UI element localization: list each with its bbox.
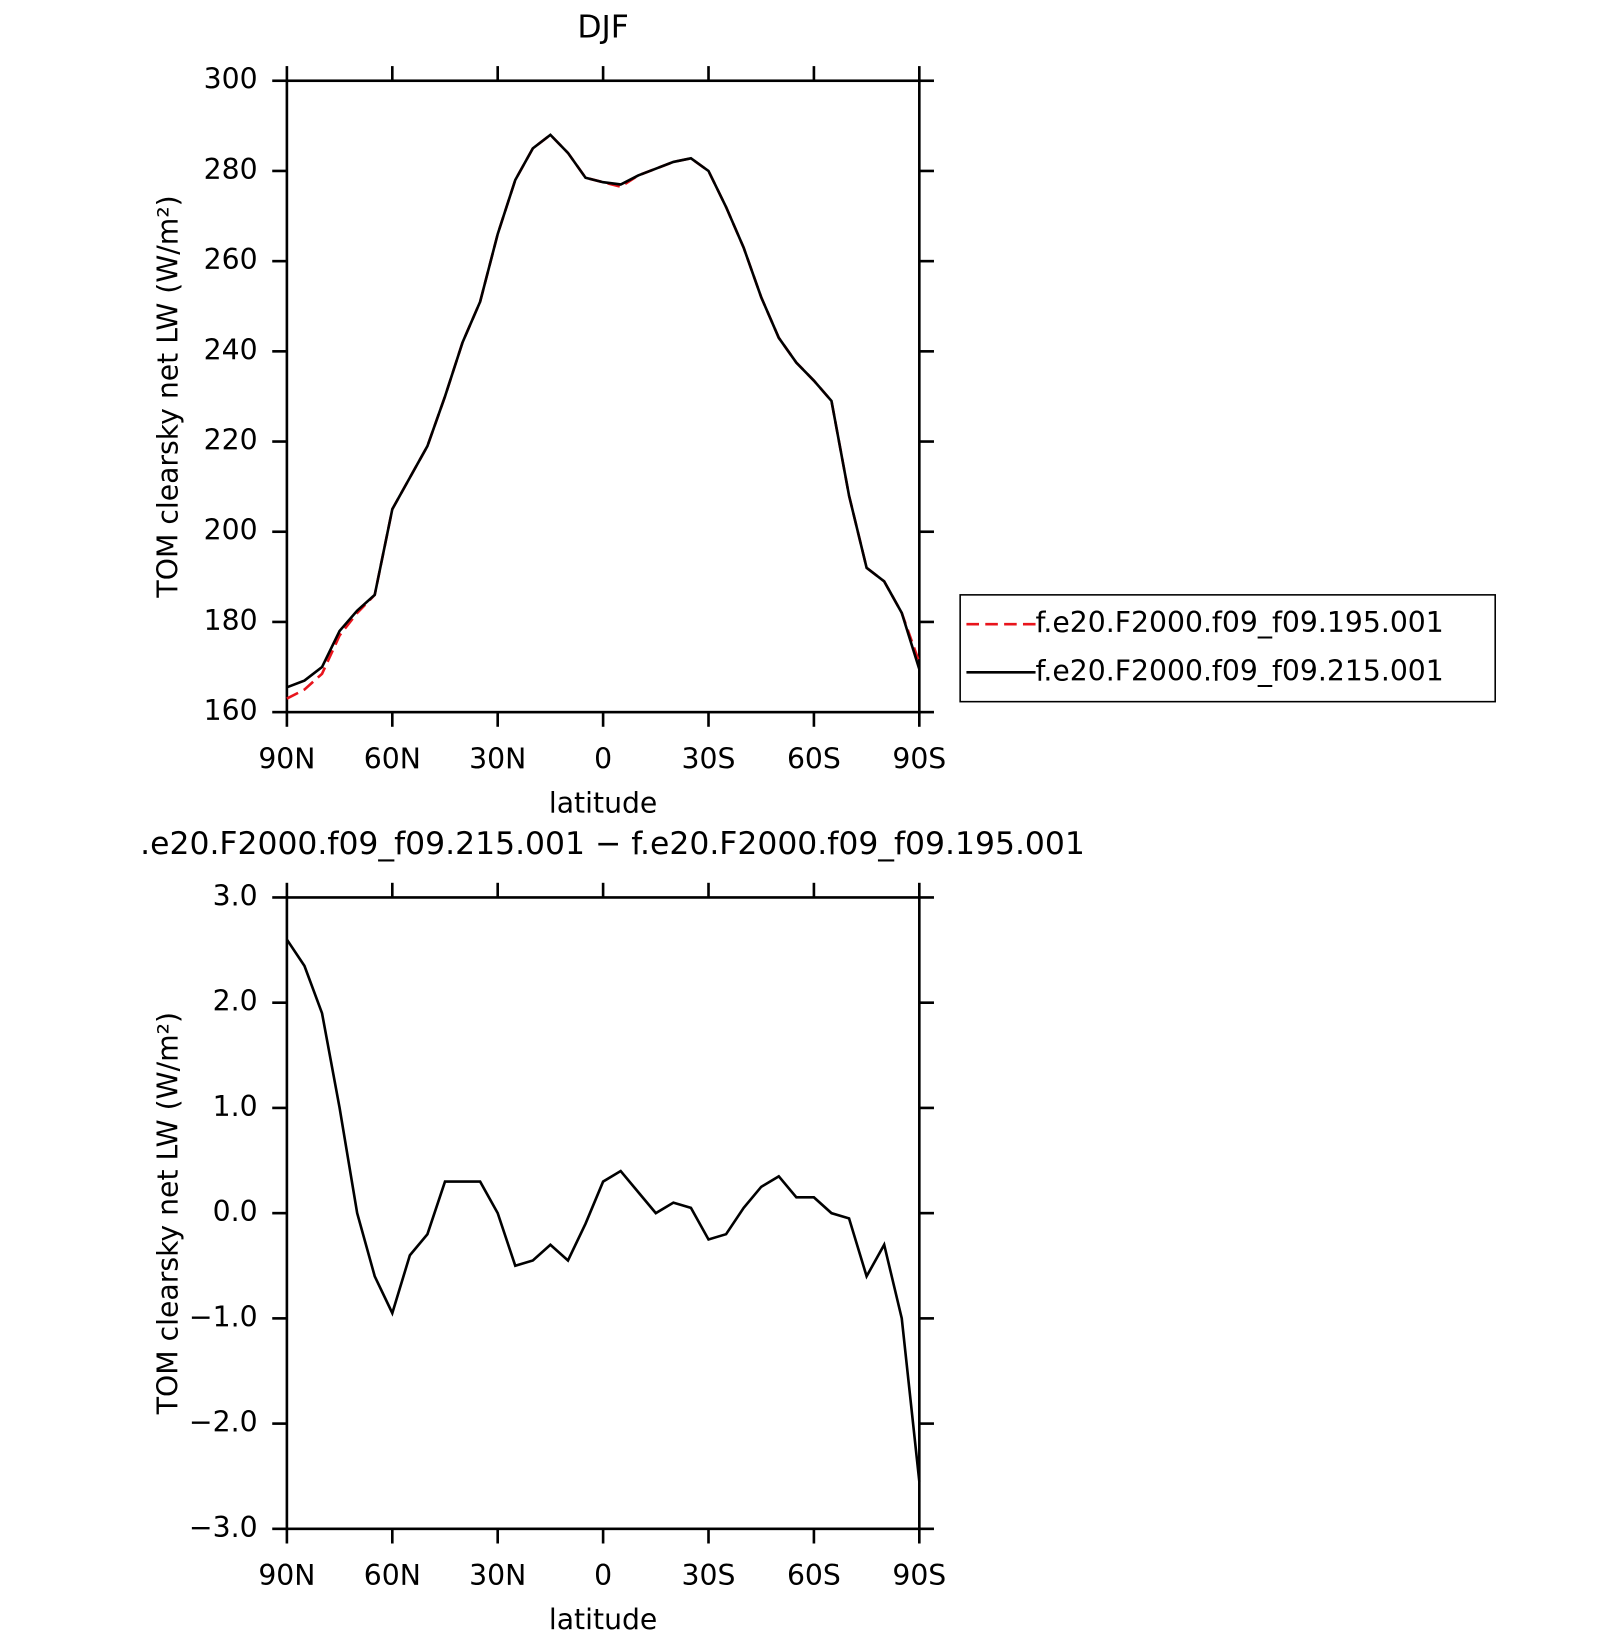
plot-frame xyxy=(285,79,921,714)
y-tick-label: 2.0 xyxy=(213,985,258,1018)
x-tick-label: 30S xyxy=(682,1559,736,1592)
x-tick-label: 30S xyxy=(682,742,736,775)
y-tick-label: 180 xyxy=(204,604,258,637)
y-tick-label: 160 xyxy=(204,694,258,727)
x-tick-label: 90N xyxy=(258,1559,315,1592)
y-tick-label: 280 xyxy=(204,153,258,186)
x-tick-label: 90N xyxy=(258,742,315,775)
y-tick-label: 300 xyxy=(204,63,258,96)
x-tick-label: 60S xyxy=(787,1559,841,1592)
x-tick-label: 60S xyxy=(787,742,841,775)
x-tick-label: 30N xyxy=(469,1559,526,1592)
x-axis-label: latitude xyxy=(549,1603,657,1636)
y-axis-label: TOM clearsky net LW (W/m²) xyxy=(152,1012,185,1415)
plot-frame xyxy=(285,896,921,1531)
legend-label: f.e20.F2000.f09_f09.195.001 xyxy=(1036,606,1444,639)
y-tick-label: −2.0 xyxy=(189,1406,258,1439)
x-tick-label: 30N xyxy=(469,742,526,775)
x-tick-label: 90S xyxy=(892,1559,946,1592)
x-tick-label: 60N xyxy=(364,1559,421,1592)
y-tick-label: 0.0 xyxy=(213,1195,258,1228)
x-tick-label: 0 xyxy=(594,742,612,775)
y-tick-label: 240 xyxy=(204,333,258,366)
x-tick-label: 90S xyxy=(892,742,946,775)
y-tick-label: 260 xyxy=(204,243,258,276)
y-tick-label: −3.0 xyxy=(189,1511,258,1544)
chart-title: .e20.F2000.f09_f09.215.001 − f.e20.F2000… xyxy=(140,826,1085,862)
legend-box xyxy=(959,594,1496,703)
y-tick-label: 200 xyxy=(204,514,258,547)
y-tick-label: 1.0 xyxy=(213,1090,258,1123)
x-axis-label: latitude xyxy=(549,786,657,819)
y-tick-label: −1.0 xyxy=(189,1300,258,1333)
x-tick-label: 0 xyxy=(594,1559,612,1592)
y-tick-label: 3.0 xyxy=(213,879,258,912)
data-line xyxy=(286,133,921,689)
data-line xyxy=(286,133,921,700)
y-axis-label: TOM clearsky net LW (W/m²) xyxy=(152,195,185,598)
legend-label: f.e20.F2000.f09_f09.215.001 xyxy=(1036,654,1444,687)
x-tick-label: 60N xyxy=(364,742,421,775)
y-tick-label: 220 xyxy=(204,424,258,457)
data-line xyxy=(285,938,921,1482)
chart-title: DJF xyxy=(577,9,629,45)
